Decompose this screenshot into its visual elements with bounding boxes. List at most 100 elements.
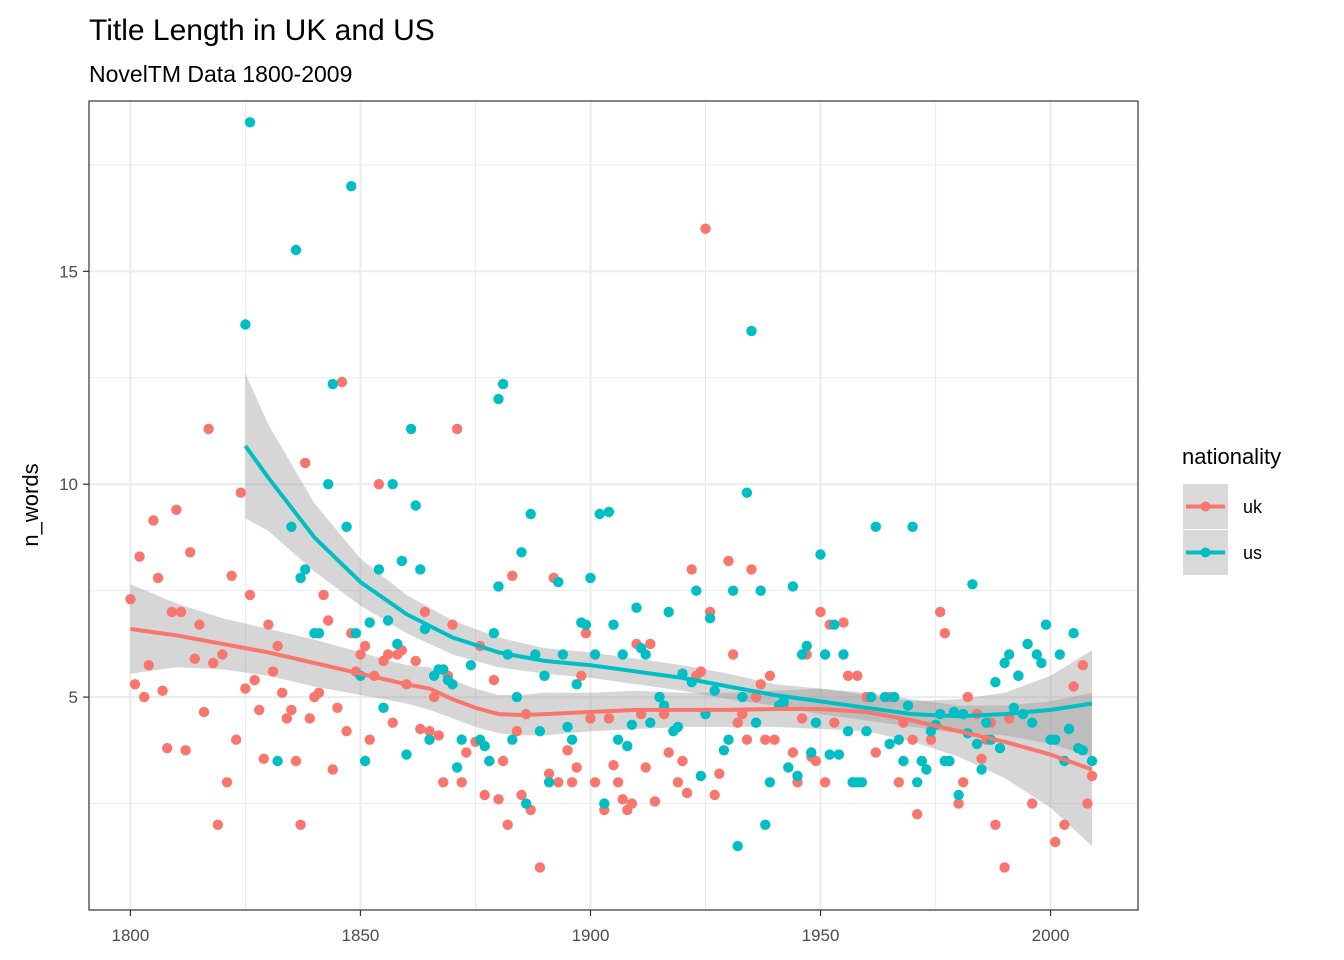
point-uk xyxy=(447,619,458,630)
point-uk xyxy=(870,747,881,758)
legend-label-us: us xyxy=(1243,543,1262,563)
point-us xyxy=(994,743,1006,754)
point-uk xyxy=(221,777,233,788)
point-uk xyxy=(585,713,596,724)
point-uk xyxy=(750,691,762,703)
point-us xyxy=(396,555,408,567)
point-us xyxy=(566,734,578,745)
axes: 1800 1850 1900 1950 2000 5 10 15 xyxy=(59,262,1069,945)
point-uk xyxy=(410,655,421,667)
point-uk xyxy=(663,747,674,758)
point-us xyxy=(870,521,881,532)
point-uk xyxy=(488,674,500,686)
point-uk xyxy=(382,649,394,660)
point-us xyxy=(718,745,730,756)
point-uk xyxy=(304,713,315,724)
point-uk xyxy=(428,691,440,703)
point-us xyxy=(967,579,978,590)
point-uk xyxy=(976,753,987,764)
point-uk xyxy=(893,777,904,788)
point-uk xyxy=(231,734,242,745)
point-uk xyxy=(180,745,191,756)
point-uk xyxy=(203,423,214,435)
point-uk xyxy=(608,760,619,771)
point-uk xyxy=(300,457,311,469)
point-us xyxy=(387,479,398,490)
point-uk xyxy=(461,747,472,758)
point-uk xyxy=(433,730,444,741)
point-uk xyxy=(1059,819,1070,830)
point-uk xyxy=(166,606,177,618)
point-us xyxy=(516,547,527,558)
point-uk xyxy=(626,798,638,809)
point-uk xyxy=(695,666,707,677)
point-uk xyxy=(240,683,251,694)
x-tick-label: 1950 xyxy=(802,926,840,945)
point-uk xyxy=(1077,660,1089,671)
point-us xyxy=(1054,649,1066,660)
point-uk xyxy=(681,787,693,799)
point-us xyxy=(382,615,394,626)
point-us xyxy=(907,521,918,532)
point-us xyxy=(691,585,702,596)
point-uk xyxy=(493,794,504,805)
point-uk xyxy=(686,564,697,575)
point-uk xyxy=(589,777,601,788)
legend: nationality uk us xyxy=(1182,444,1281,575)
point-us xyxy=(534,726,546,737)
point-uk xyxy=(341,726,352,737)
point-us xyxy=(313,628,325,639)
point-uk xyxy=(796,713,808,724)
point-us xyxy=(603,506,615,518)
point-us xyxy=(622,740,633,752)
point-uk xyxy=(267,666,279,677)
point-uk xyxy=(139,691,150,703)
point-uk xyxy=(323,615,334,626)
point-us xyxy=(755,585,766,596)
point-us xyxy=(879,691,891,703)
point-uk xyxy=(502,819,513,830)
point-us xyxy=(589,649,601,660)
point-us xyxy=(327,378,338,390)
point-uk xyxy=(313,687,325,698)
point-us xyxy=(571,679,582,690)
point-uk xyxy=(194,619,205,630)
point-uk xyxy=(143,660,154,671)
point-us xyxy=(1022,638,1033,650)
point-us xyxy=(787,581,799,592)
point-uk xyxy=(815,606,826,618)
point-us xyxy=(286,521,297,532)
point-us xyxy=(617,649,628,660)
x-tick-label: 1850 xyxy=(342,926,380,945)
point-uk xyxy=(332,702,343,713)
point-us xyxy=(889,691,900,703)
point-uk xyxy=(787,747,799,758)
point-us xyxy=(447,679,458,690)
point-us xyxy=(557,649,569,660)
legend-title: nationality xyxy=(1182,444,1281,469)
point-us xyxy=(695,770,707,782)
point-us xyxy=(654,691,665,703)
point-us xyxy=(981,717,992,728)
point-us xyxy=(465,660,477,671)
point-us xyxy=(539,670,550,681)
legend-point-us xyxy=(1200,547,1211,558)
point-us xyxy=(796,649,808,660)
point-uk xyxy=(953,798,964,809)
point-us xyxy=(764,777,776,788)
point-uk xyxy=(364,734,375,745)
point-us xyxy=(1050,734,1061,745)
point-us xyxy=(723,734,734,745)
point-us xyxy=(1036,657,1047,669)
point-uk xyxy=(456,777,467,788)
point-uk xyxy=(327,764,338,775)
point-uk xyxy=(640,762,651,773)
point-uk xyxy=(355,649,366,660)
point-uk xyxy=(258,753,269,764)
point-us xyxy=(741,487,753,498)
point-us xyxy=(1031,649,1043,660)
point-uk xyxy=(438,777,449,788)
point-us xyxy=(819,649,831,660)
point-uk xyxy=(732,717,743,728)
